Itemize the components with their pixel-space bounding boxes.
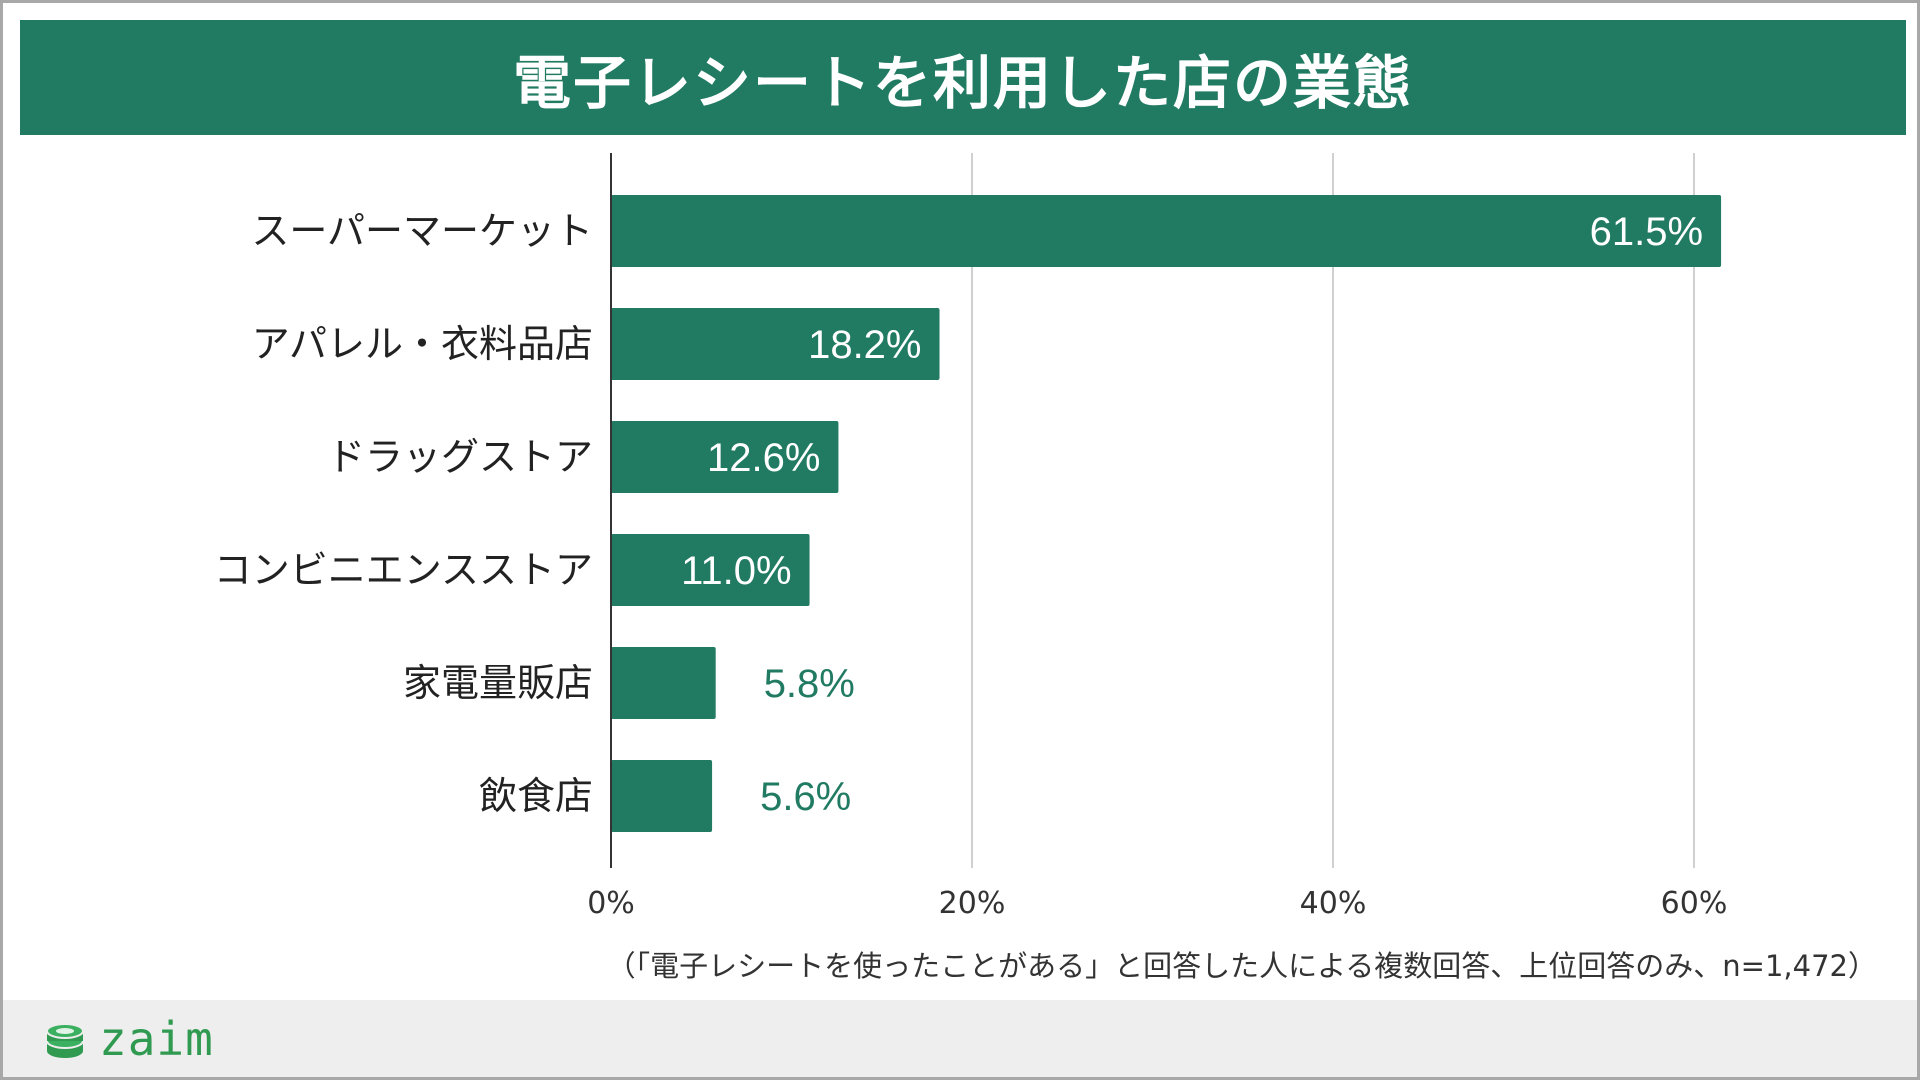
value-label: 5.6% — [760, 775, 851, 819]
bar — [611, 308, 940, 380]
x-tick-label: 20% — [939, 886, 1006, 921]
bar — [611, 421, 839, 493]
value-label: 11.0% — [681, 549, 791, 593]
category-label: アパレル・衣料品店 — [252, 322, 593, 366]
category-label: ドラッグストア — [327, 435, 593, 479]
chart-note: （「電子レシートを使ったことがある」と回答した人による複数回答、上位回答のみ、n… — [606, 949, 1877, 983]
category-label: 飲食店 — [479, 774, 593, 818]
title-bar: 電子レシートを利用した店の業態 — [20, 20, 1906, 135]
category-label: スーパーマーケット — [251, 209, 593, 253]
category-label: 家電量販店 — [403, 661, 593, 705]
x-tick-label: 60% — [1661, 886, 1728, 921]
value-label: 61.5% — [1590, 210, 1703, 254]
bar — [611, 195, 1722, 267]
coin-stack-icon — [46, 1022, 84, 1058]
value-label: 12.6% — [707, 436, 820, 480]
logo-text: zaim — [99, 1011, 214, 1066]
bar — [611, 647, 716, 719]
footer: zaim — [3, 1000, 1917, 1077]
x-tick-label: 40% — [1300, 886, 1367, 921]
bar — [611, 534, 810, 606]
chart-title: 電子レシートを利用した店の業態 — [512, 48, 1413, 117]
bar-chart: スーパーマーケット 61.5% アパレル・衣料品店 18.2% ドラッグストア 12.6%… — [214, 153, 1728, 921]
value-label: 18.2% — [808, 323, 921, 367]
bar — [611, 760, 713, 832]
x-tick-label: 0% — [587, 886, 635, 921]
value-label: 5.8% — [764, 662, 855, 706]
category-label: コンビニエンスストア — [214, 548, 593, 592]
